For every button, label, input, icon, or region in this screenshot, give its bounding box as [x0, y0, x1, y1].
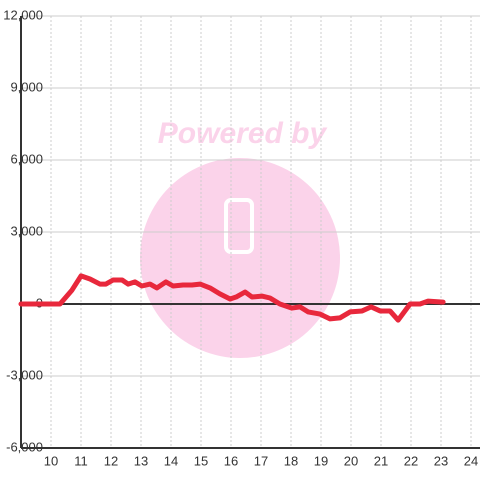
- watermark-logo: [224, 198, 254, 254]
- y-tick-label: 9,000: [10, 79, 43, 94]
- y-tick-label: 6,000: [10, 151, 43, 166]
- x-tick-label: 20: [344, 453, 358, 468]
- watermark-circle: [140, 158, 340, 358]
- y-tick-label: -3,000: [6, 367, 43, 382]
- x-tick-label: 14: [164, 453, 178, 468]
- watermark-text: Powered by: [158, 117, 328, 150]
- x-tick-label: 18: [284, 453, 298, 468]
- y-tick-label: 3,000: [10, 223, 43, 238]
- x-tick-label: 21: [374, 453, 388, 468]
- x-tick-label: 15: [194, 453, 208, 468]
- y-tick-label: 12,000: [3, 7, 43, 22]
- x-tick-label: 22: [404, 453, 418, 468]
- x-tick-label: 23: [434, 453, 448, 468]
- x-tick-label: 17: [254, 453, 268, 468]
- x-tick-label: 13: [134, 453, 148, 468]
- x-tick-label: 10: [44, 453, 58, 468]
- x-tick-label: 16: [224, 453, 238, 468]
- x-tick-label: 24: [464, 453, 478, 468]
- y-tick-label: -6,000: [6, 439, 43, 454]
- x-tick-label: 19: [314, 453, 328, 468]
- watermark: Powered by: [140, 117, 340, 358]
- x-tick-label: 12: [104, 453, 118, 468]
- x-tick-label: 11: [74, 453, 88, 468]
- line: [18, 273, 446, 323]
